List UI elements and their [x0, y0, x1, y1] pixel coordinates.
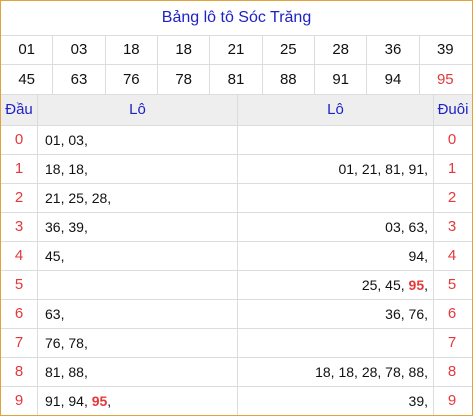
- number-cell: 03: [53, 35, 106, 64]
- number-cell: 39: [436, 41, 454, 58]
- duoi-digit: 5: [447, 276, 457, 293]
- lo-by-head: 45,: [45, 248, 65, 264]
- special-number: 95: [408, 277, 425, 293]
- table-row: 1 18, 18, 01, 21, 81, 91, 1: [1, 155, 472, 184]
- lo-by-tail: 03, 63,: [385, 219, 428, 235]
- number-cell: 18: [158, 35, 211, 64]
- table-row: 8 81, 88, 18, 18, 28, 78, 88, 8: [1, 358, 472, 387]
- number-cell: 18: [106, 35, 158, 64]
- lo-by-tail: 94,: [408, 248, 428, 264]
- duoi-digit: 4: [447, 247, 457, 264]
- table-row: 6 63, 36, 76, 6: [1, 300, 472, 329]
- table-row: 4 45, 94, 4: [1, 242, 472, 271]
- table-row: 5 25, 45, 95, 5: [1, 271, 472, 300]
- duoi-digit: 3: [447, 218, 457, 235]
- number-cell: 95: [436, 71, 454, 88]
- number-cell: 94: [367, 65, 420, 94]
- duoi-digit: 9: [447, 392, 457, 409]
- lo-by-tail: 36, 76,: [385, 306, 428, 322]
- dau-digit: 9: [14, 392, 24, 409]
- lo-by-tail: 18, 18, 28, 78, 88,: [315, 364, 428, 380]
- divider: [433, 95, 434, 415]
- dau-digit: 7: [14, 334, 24, 351]
- numbers-row-2: 45 63 76 78 81 88 91 94 95: [1, 65, 472, 95]
- header-duoi: Đuôi: [437, 101, 469, 118]
- number-cell: 45: [1, 65, 54, 94]
- duoi-digit: 1: [447, 160, 457, 177]
- dau-digit: 4: [14, 247, 24, 264]
- duoi-digit: 6: [447, 305, 457, 322]
- number-cell: 28: [315, 35, 368, 64]
- number-cell: 78: [158, 65, 211, 94]
- number-cell: 01: [1, 35, 54, 64]
- table-row: 2 21, 25, 28, 2: [1, 184, 472, 213]
- lo-by-head: 81, 88,: [45, 364, 88, 380]
- lo-by-head: 76, 78,: [45, 335, 88, 351]
- duoi-digit: 0: [447, 131, 457, 148]
- dau-digit: 1: [14, 160, 24, 177]
- divider: [37, 95, 38, 415]
- lo-by-head: 18, 18,: [45, 161, 88, 177]
- duoi-digit: 2: [447, 189, 457, 206]
- dau-digit: 6: [14, 305, 24, 322]
- numbers-row-1: 01 03 18 18 21 25 28 36 39: [1, 35, 472, 65]
- duoi-digit: 8: [447, 363, 457, 380]
- dau-digit: 3: [14, 218, 24, 235]
- divider: [237, 95, 238, 415]
- table-row: 0 01, 03, 0: [1, 126, 472, 155]
- number-cell: 63: [53, 65, 106, 94]
- dau-digit: 8: [14, 363, 24, 380]
- header-lo-left: Lô: [129, 101, 146, 118]
- lo-by-head: 63,: [45, 306, 65, 322]
- number-cell: 76: [106, 65, 158, 94]
- table-row: 7 76, 78, 7: [1, 329, 472, 358]
- number-cell: 91: [315, 65, 368, 94]
- number-cell: 88: [263, 65, 315, 94]
- special-number: 95: [91, 393, 108, 409]
- table-header: Đầu Lô Lô Đuôi: [1, 95, 472, 126]
- dau-digit: 0: [14, 131, 24, 148]
- duoi-digit: 7: [447, 334, 457, 351]
- number-cell: 81: [210, 65, 263, 94]
- header-dau: Đầu: [5, 101, 33, 118]
- table-row: 9 91, 94, 95, 39, 9: [1, 387, 472, 415]
- board-title: Bảng lô tô Sóc Trăng: [1, 1, 472, 36]
- lo-by-tail: 39,: [408, 393, 428, 409]
- lo-by-tail: 25, 45, 95,: [361, 277, 428, 293]
- number-cell: 21: [210, 35, 263, 64]
- lo-by-head: 36, 39,: [45, 219, 88, 235]
- lo-by-head: 01, 03,: [45, 132, 88, 148]
- number-cell: 36: [367, 35, 420, 64]
- dau-digit: 5: [14, 276, 24, 293]
- lo-by-head: 21, 25, 28,: [45, 190, 112, 206]
- dau-digit: 2: [14, 189, 24, 206]
- table-row: 3 36, 39, 03, 63, 3: [1, 213, 472, 242]
- lo-by-head: 91, 94, 95,: [45, 393, 112, 409]
- lo-by-tail: 01, 21, 81, 91,: [338, 161, 428, 177]
- header-lo-right: Lô: [327, 101, 344, 118]
- number-cell: 25: [263, 35, 315, 64]
